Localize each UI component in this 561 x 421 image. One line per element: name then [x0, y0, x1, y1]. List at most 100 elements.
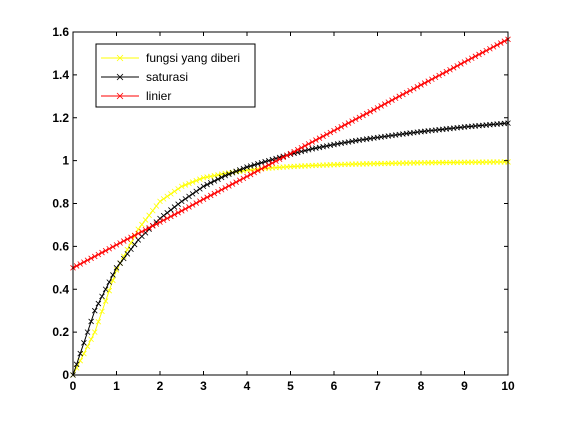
data-point-marker	[436, 72, 442, 79]
data-point-marker	[367, 108, 374, 115]
data-point-marker	[77, 350, 84, 357]
data-point-marker	[84, 257, 91, 264]
data-point-marker	[381, 101, 388, 107]
data-point-marker	[186, 204, 192, 210]
y-tick-label: 0.6	[52, 239, 69, 253]
data-point-marker	[95, 318, 102, 325]
data-point-marker	[211, 178, 218, 184]
data-point-marker	[186, 180, 192, 187]
data-point-marker	[81, 340, 87, 346]
data-point-marker	[215, 188, 221, 195]
data-point-marker	[240, 175, 247, 182]
data-point-marker	[142, 217, 149, 223]
data-point-marker	[171, 211, 178, 218]
x-tick-label: 2	[157, 379, 164, 393]
data-point-marker	[124, 251, 131, 257]
data-point-marker	[327, 129, 334, 136]
data-point-marker	[197, 198, 203, 204]
legend-label: fungsi yang diberi	[146, 51, 240, 65]
data-point-marker	[171, 204, 178, 210]
x-tick-label: 9	[461, 379, 468, 393]
y-tick-label: 1.2	[52, 111, 69, 125]
data-point-marker	[305, 141, 312, 147]
data-point-marker	[229, 169, 236, 176]
data-point-marker	[102, 298, 109, 304]
x-tick-label: 7	[374, 379, 381, 393]
data-point-marker	[215, 176, 221, 182]
data-point-marker	[116, 92, 124, 100]
data-point-marker	[410, 85, 417, 92]
data-point-marker	[189, 191, 196, 197]
data-point-marker	[120, 238, 127, 244]
data-point-marker	[153, 221, 160, 227]
data-point-marker	[226, 171, 232, 177]
data-point-marker	[164, 193, 171, 200]
data-point-marker	[265, 157, 272, 164]
data-point-marker	[236, 177, 243, 184]
data-point-marker	[454, 63, 461, 69]
data-point-marker	[400, 91, 406, 98]
data-point-marker	[135, 226, 142, 233]
data-point-marker	[178, 183, 185, 190]
data-point-marker	[501, 38, 508, 44]
data-point-marker	[222, 185, 229, 191]
series-line	[72, 161, 509, 376]
data-point-marker	[392, 95, 399, 102]
data-point-marker	[385, 99, 392, 105]
data-point-marker	[193, 188, 200, 195]
data-point-marker	[240, 165, 247, 172]
data-point-marker	[186, 193, 192, 200]
data-point-marker	[175, 209, 181, 216]
data-point-marker	[418, 82, 424, 88]
y-tick-label: 1.6	[52, 25, 69, 39]
data-point-marker	[106, 287, 113, 294]
data-point-marker	[168, 191, 174, 197]
data-point-marker	[371, 106, 377, 113]
data-point-marker	[465, 57, 471, 63]
data-point-marker	[262, 164, 268, 170]
data-point-marker	[407, 87, 413, 94]
data-point-marker	[200, 196, 207, 202]
data-point-marker	[168, 213, 174, 220]
data-point-marker	[222, 172, 229, 179]
data-point-marker	[349, 118, 355, 124]
y-tick-label: 0.2	[52, 325, 69, 339]
data-point-marker	[197, 186, 203, 192]
data-point-marker	[309, 139, 316, 145]
data-point-marker	[116, 54, 124, 62]
series-3	[70, 36, 511, 271]
data-point-marker	[88, 336, 94, 343]
data-point-marker	[236, 167, 243, 173]
series-layer	[70, 36, 511, 378]
data-point-marker	[88, 318, 94, 325]
data-point-marker	[120, 255, 127, 262]
data-point-marker	[494, 42, 500, 48]
data-point-marker	[81, 259, 87, 265]
x-tick-label: 4	[244, 379, 251, 393]
data-point-marker	[276, 156, 283, 163]
data-point-marker	[345, 120, 352, 126]
data-point-marker	[302, 143, 308, 149]
data-point-marker	[255, 167, 261, 174]
data-point-marker	[200, 183, 207, 190]
data-point-marker	[160, 217, 167, 224]
data-point-marker	[153, 203, 160, 209]
data-point-marker	[99, 249, 105, 256]
data-point-marker	[91, 253, 98, 260]
data-point-marker	[255, 161, 261, 167]
data-point-marker	[356, 114, 363, 121]
data-point-marker	[265, 162, 272, 168]
x-tick-label: 0	[70, 379, 77, 393]
data-point-marker	[487, 45, 493, 52]
series-line	[72, 122, 509, 376]
data-point-marker	[258, 165, 265, 172]
data-point-marker	[189, 179, 196, 185]
data-point-marker	[294, 146, 301, 153]
series-2	[70, 120, 511, 378]
data-point-marker	[157, 198, 163, 205]
data-point-marker	[160, 196, 167, 202]
data-point-marker	[218, 174, 225, 181]
data-point-marker	[142, 226, 149, 233]
data-point-marker	[421, 80, 428, 86]
data-point-marker	[251, 169, 258, 176]
